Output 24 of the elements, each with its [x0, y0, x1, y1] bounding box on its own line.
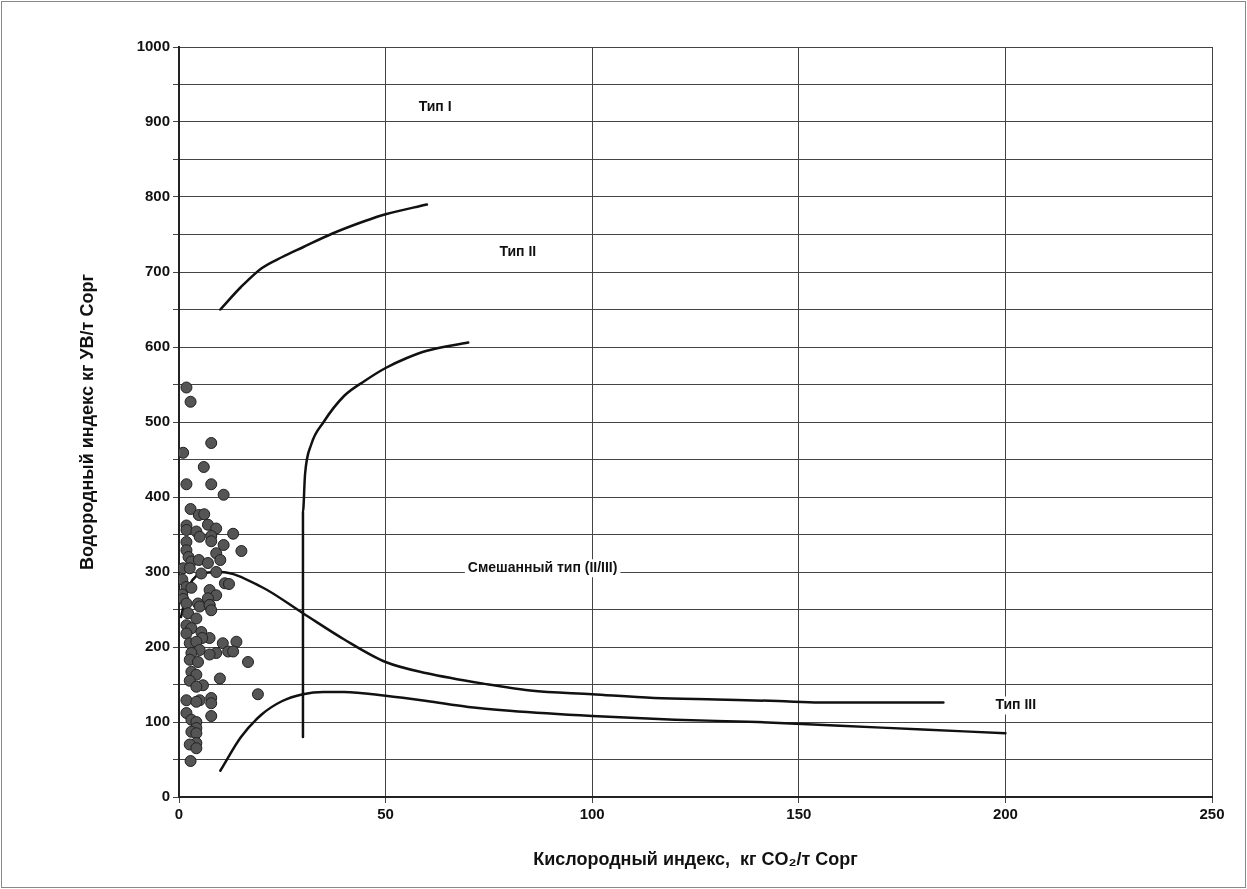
y-tick-label: 100: [144, 712, 170, 730]
x-tick-label: 100: [579, 805, 605, 823]
x-axis-title: Кислородный индекс, кг CO₂/т Сорг: [533, 849, 859, 870]
x-tick-label: 200: [992, 805, 1018, 823]
x-tick-label: 50: [377, 805, 394, 823]
x-tick-label: 150: [786, 805, 812, 823]
y-tick-label: 500: [144, 412, 170, 430]
x-tick-label: 0: [174, 805, 184, 823]
y-axis-title: Водородный индекс кг УВ/т Сорг: [76, 273, 97, 570]
x-tick-label: 250: [1199, 805, 1225, 823]
y-tick-label: 600: [144, 337, 170, 355]
annotation: Смешанный тип (II/III): [467, 559, 618, 576]
annotation: Тип II: [499, 242, 537, 259]
y-tick-label: 0: [161, 787, 170, 805]
y-tick-label: 400: [144, 487, 170, 505]
y-tick-label: 900: [144, 112, 170, 130]
annotation: Тип III: [995, 696, 1037, 713]
line-series: [219, 203, 429, 311]
annotation: Тип I: [418, 97, 452, 114]
y-tick-label: 800: [144, 187, 170, 205]
y-tick-label: 200: [144, 637, 170, 655]
y-tick-label: 1000: [136, 37, 170, 55]
y-tick-label: 700: [144, 262, 170, 280]
y-tick-label: 300: [144, 562, 170, 580]
